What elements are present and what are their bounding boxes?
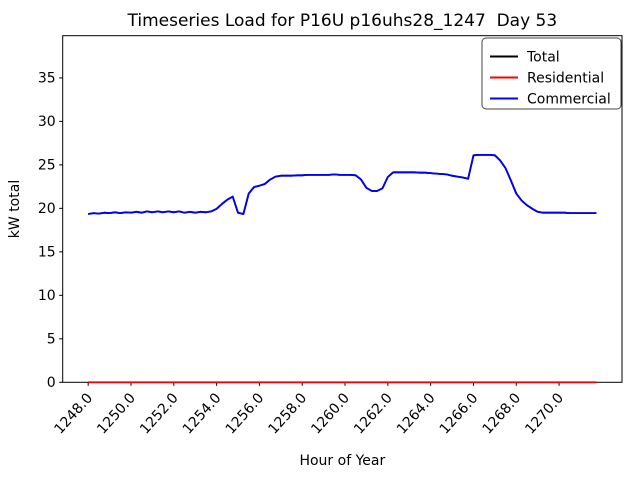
legend-label-residential: Residential	[527, 71, 604, 87]
y-tick-label: 30	[38, 114, 56, 130]
x-tick-label: 1256.0	[223, 390, 268, 437]
y-tick-label: 5	[47, 332, 56, 348]
y-tick-label: 10	[38, 288, 56, 304]
y-tick-label: 25	[38, 158, 56, 174]
x-tick-label: 1258.0	[266, 390, 311, 437]
x-tick-label: 1266.0	[437, 390, 482, 437]
series-commercial-line	[88, 153, 597, 215]
y-tick-label: 15	[38, 245, 56, 261]
x-tick-label: 1262.0	[351, 390, 396, 437]
y-tick-label: 20	[38, 201, 56, 217]
x-tick-label: 1250.0	[94, 390, 139, 437]
x-tick-label: 1264.0	[394, 390, 439, 437]
series-total-line	[88, 153, 597, 215]
chart-title: Timeseries Load for P16U p16uhs28_1247 D…	[127, 11, 558, 31]
x-tick-label: 1270.0	[522, 390, 567, 437]
y-tick-label: 0	[47, 375, 56, 391]
x-tick-label: 1252.0	[137, 390, 182, 437]
x-tick-label: 1248.0	[51, 390, 96, 437]
y-axis-label: kW total	[7, 180, 23, 238]
x-tick-label: 1254.0	[180, 390, 225, 437]
x-tick-label: 1268.0	[480, 390, 525, 437]
y-tick-label: 35	[38, 71, 56, 87]
legend-label-total: Total	[526, 50, 560, 66]
x-tick-label: 1260.0	[308, 390, 353, 437]
legend-label-commercial: Commercial	[527, 92, 611, 108]
x-axis-label: Hour of Year	[299, 453, 385, 469]
